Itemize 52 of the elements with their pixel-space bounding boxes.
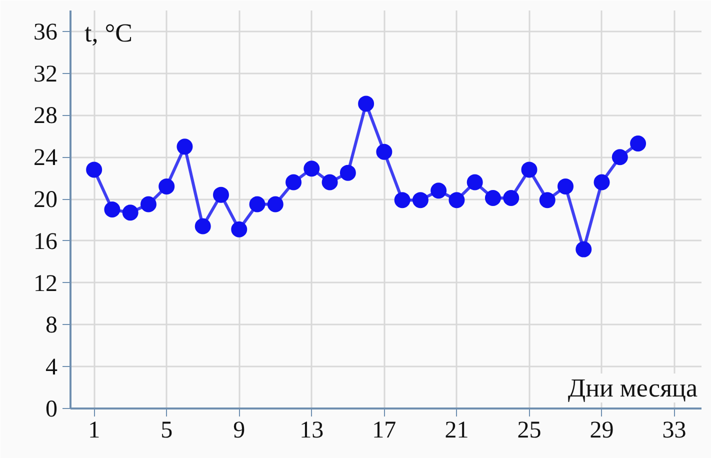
x-tick-label: 5 xyxy=(160,418,173,444)
point xyxy=(612,149,628,166)
point xyxy=(194,218,211,234)
x-tick-label: 9 xyxy=(233,418,246,444)
point xyxy=(376,144,392,160)
point xyxy=(286,174,302,190)
point xyxy=(340,164,356,181)
point xyxy=(140,196,156,212)
point xyxy=(466,174,483,190)
point xyxy=(358,96,374,112)
y-tick-label: 4 xyxy=(46,354,58,381)
y-tick-label: 20 xyxy=(34,187,58,214)
point xyxy=(104,202,120,218)
point xyxy=(122,204,138,221)
y-axis-title: t, °C xyxy=(84,18,132,48)
x-tick-label: 21 xyxy=(444,418,469,444)
x-tick-label: 13 xyxy=(300,418,324,444)
x-tick-label: 1 xyxy=(88,418,100,444)
x-axis-title: Дни месяца xyxy=(568,374,698,402)
point xyxy=(521,162,538,178)
point xyxy=(594,174,610,190)
point xyxy=(249,196,266,212)
point xyxy=(176,138,193,155)
y-tick-label: 8 xyxy=(46,312,58,339)
y-tick-label: 12 xyxy=(34,270,58,297)
y-tick-label: 16 xyxy=(34,228,58,255)
point xyxy=(576,241,592,258)
point xyxy=(484,190,501,206)
point xyxy=(267,196,284,212)
x-tick-label: 25 xyxy=(517,418,542,444)
point xyxy=(86,162,102,178)
point xyxy=(212,186,229,203)
point xyxy=(322,174,338,190)
y-tick-label: 36 xyxy=(34,19,58,46)
y-tick-label: 32 xyxy=(34,61,58,88)
point xyxy=(158,178,175,194)
point xyxy=(304,160,320,177)
point xyxy=(448,192,465,208)
y-tick-label: 0 xyxy=(46,396,58,422)
x-tick-label: 33 xyxy=(662,418,686,444)
point xyxy=(394,192,410,208)
y-tick-label: 28 xyxy=(34,103,58,130)
point xyxy=(503,190,520,206)
x-tick-label: 17 xyxy=(372,418,396,444)
point xyxy=(231,221,248,238)
point xyxy=(412,192,428,208)
x-tick-label: 29 xyxy=(590,418,614,444)
y-tick-label: 24 xyxy=(34,145,58,172)
point xyxy=(539,192,556,208)
point xyxy=(630,136,646,152)
point xyxy=(430,182,447,199)
point xyxy=(558,178,574,194)
